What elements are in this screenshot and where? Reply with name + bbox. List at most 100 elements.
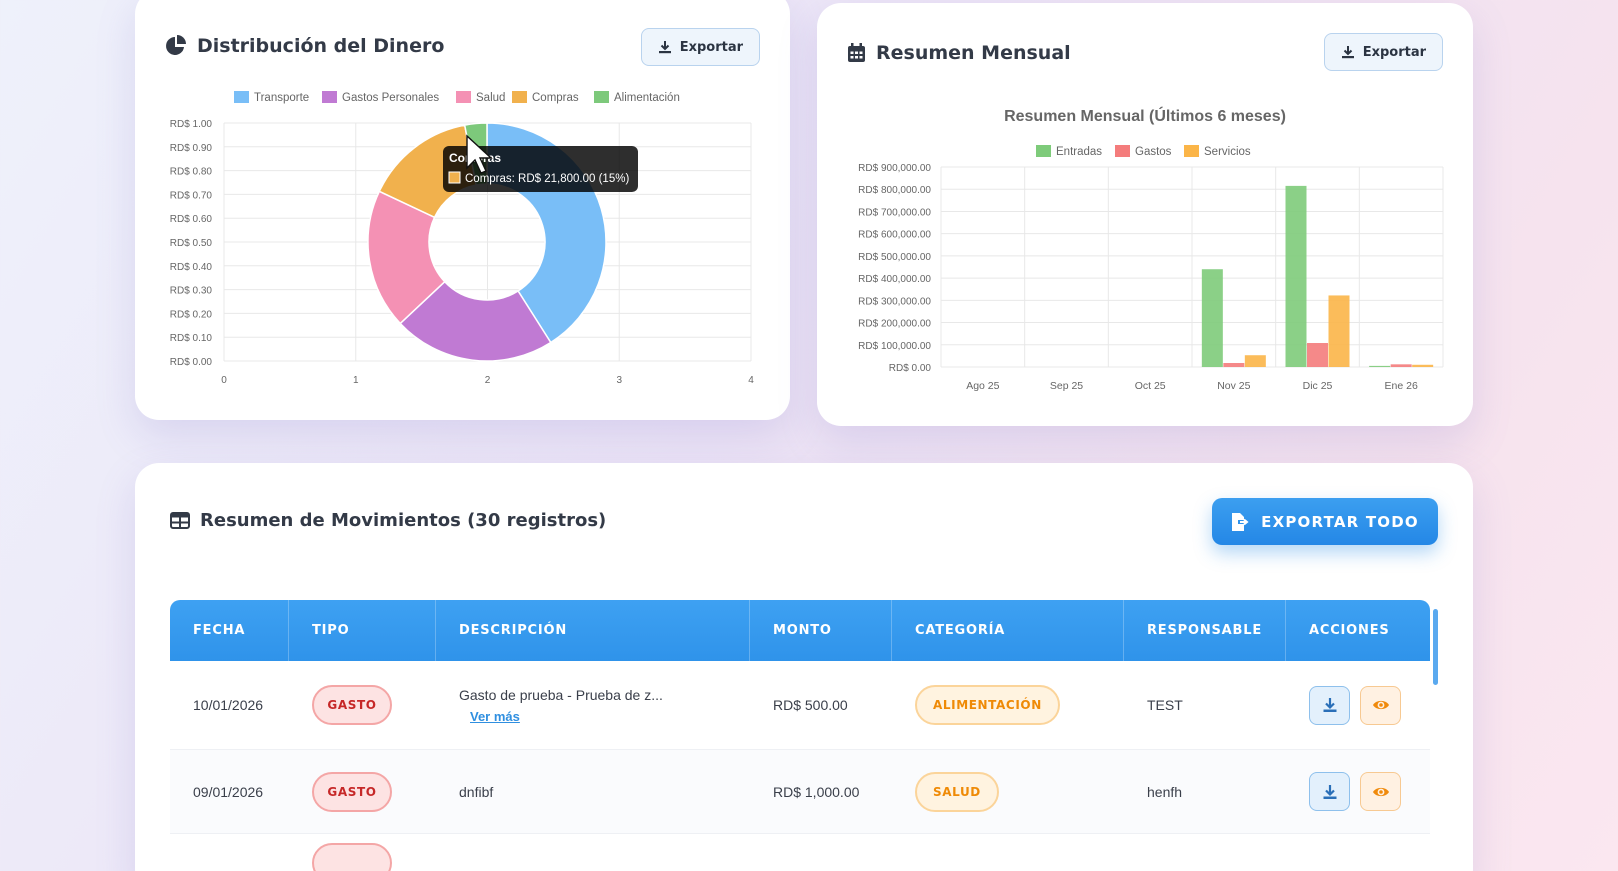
distribucion-chart: Transporte Gastos Personales Salud Compras A… [170,91,754,386]
column-header-responsable[interactable]: RESPONSABLE [1124,600,1286,661]
legend-label: Alimentación [614,92,680,104]
download-icon [658,41,671,54]
mensual-title: Resumen Mensual [847,42,1071,64]
legend-swatch [456,91,471,103]
y-tick-label: RD$ 0.60 [170,214,213,225]
x-tick-label: Ene 26 [1385,380,1418,392]
legend-swatch [512,91,527,103]
column-header-categoria[interactable]: CATEGORÍA [892,600,1124,661]
cell-acciones [1286,685,1430,725]
x-tick-label: Dic 25 [1303,380,1333,392]
cell-tipo [289,821,436,871]
tipo-badge [312,843,392,871]
legend-swatch [322,91,337,103]
download-row-button[interactable] [1309,772,1350,811]
column-header-fecha[interactable]: FECHA [170,600,289,661]
distribucion-title-text: Distribución del Dinero [197,35,445,57]
eye-icon [1372,700,1389,710]
y-tick-label: RD$ 600,000.00 [858,230,931,241]
table-body: 10/01/2026 GASTO Gasto de prueba - Prueb… [170,661,1430,871]
movimientos-card: Resumen de Movimientos (30 registros) EX… [135,463,1473,871]
legend-swatch [1115,145,1130,157]
legend-label: Servicios [1204,146,1251,158]
distribucion-export-label: Exportar [679,39,743,55]
y-tick-label: RD$ 0.00 [170,357,213,368]
table-header: FECHA TIPO DESCRIPCIÓN MONTO CATEGORÍA R… [170,600,1430,661]
y-tick-label: RD$ 1.00 [170,119,213,130]
y-tick-label: RD$ 200,000.00 [858,319,931,330]
mensual-export-label: Exportar [1362,44,1426,60]
chart-title: Resumen Mensual (Últimos 6 meses) [1004,106,1286,125]
y-tick-label: RD$ 900,000.00 [858,163,931,174]
categoria-badge: SALUD [915,771,999,812]
y-tick-label: RD$ 500,000.00 [858,252,931,263]
legend-swatch [234,91,249,103]
column-header-acciones: ACCIONES [1309,623,1390,638]
pie-chart-icon [166,35,186,55]
legend-swatch [1036,145,1051,157]
cell-monto: RD$ 1,000.00 [773,783,860,800]
column-header-tipo[interactable]: TIPO [289,600,436,661]
download-icon [1341,46,1354,59]
categoria-badge: ALIMENTACIÓN [915,685,1060,725]
table-scrollbar[interactable] [1433,609,1438,685]
y-tick-label: RD$ 0.40 [170,262,213,273]
x-tick-label: Nov 25 [1217,380,1250,392]
download-icon [1323,698,1336,712]
distribucion-card: Distribución del Dinero Exportar Transpo… [135,0,790,420]
column-header-monto[interactable]: MONTO [750,600,892,661]
cell-acciones [1286,772,1430,811]
doughnut-slice [367,190,446,325]
legend-label: Gastos Personales [342,92,439,104]
mensual-export-button[interactable]: Exportar [1323,33,1443,71]
cell-descripcion: dnfibf [459,783,494,800]
y-tick-label: RD$ 0.00 [889,363,932,374]
table-icon [170,512,190,529]
cell-responsable: TEST [1147,697,1183,713]
cell-categoria: ALIMENTACIÓN [892,685,1124,725]
bar [1285,185,1307,367]
mensual-card: Resumen Mensual Exportar Resumen Mensual… [817,3,1473,426]
y-tick-label: RD$ 0.70 [170,190,213,201]
eye-icon [1372,787,1389,796]
cell-fecha: 09/01/2026 [193,783,264,800]
tooltip-box [443,146,638,192]
movimientos-title-text: Resumen de Movimientos (30 registros) [200,510,607,531]
export-all-button[interactable]: EXPORTAR TODO [1212,498,1438,545]
view-row-button[interactable] [1360,772,1401,811]
cell-fecha: 10/01/2026 [193,697,264,713]
x-tick-label: Oct 25 [1135,380,1166,392]
cell-monto: RD$ 500.00 [773,697,848,713]
legend-label: Compras [532,92,579,104]
y-tick-label: RD$ 0.10 [170,333,213,344]
calendar-icon [848,43,865,62]
file-export-icon [1232,512,1249,531]
tipo-badge: GASTO [312,771,392,812]
legend-swatch [594,91,609,103]
bar [1412,364,1434,367]
view-row-button[interactable] [1360,685,1401,725]
distribucion-export-button[interactable]: Exportar [640,28,760,66]
x-tick-label: 4 [748,375,754,386]
y-tick-label: RD$ 0.80 [170,167,213,178]
tipo-badge: GASTO [312,685,392,725]
bar [1328,295,1350,367]
cell-categoria: SALUD [892,771,1124,812]
cell-tipo: GASTO [289,685,436,725]
x-tick-label: 3 [616,375,622,386]
download-row-button[interactable] [1309,685,1350,725]
y-tick-label: RD$ 700,000.00 [858,207,931,218]
cell-descripcion: Gasto de prueba - Prueba de z... Ver más [436,687,750,724]
y-tick-label: RD$ 0.20 [170,309,213,320]
export-all-label: EXPORTAR TODO [1261,512,1419,531]
y-tick-label: RD$ 0.90 [170,143,213,154]
x-tick-label: Sep 25 [1050,380,1083,392]
ver-mas-link[interactable]: Ver más [470,708,520,724]
x-tick-label: 0 [221,375,227,386]
bar [1223,363,1245,367]
legend-label: Gastos [1135,146,1172,158]
bar [1201,269,1223,367]
download-icon [1323,784,1336,799]
cell-tipo: GASTO [289,771,436,812]
column-header-descripcion[interactable]: DESCRIPCIÓN [436,600,750,661]
